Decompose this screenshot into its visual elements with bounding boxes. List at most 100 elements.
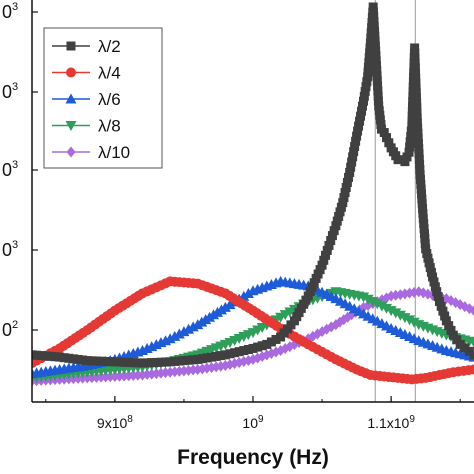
data-point bbox=[334, 211, 344, 221]
data-point bbox=[138, 358, 147, 368]
data-point bbox=[415, 159, 425, 169]
data-point bbox=[400, 157, 410, 167]
data-point bbox=[345, 167, 355, 177]
data-point bbox=[440, 311, 450, 321]
data-point bbox=[375, 115, 385, 125]
data-point bbox=[414, 144, 424, 154]
data-point bbox=[374, 101, 384, 111]
x-tick-label-1: 9x108 bbox=[97, 414, 133, 431]
data-point bbox=[327, 231, 337, 241]
data-point bbox=[356, 111, 366, 121]
data-point bbox=[382, 133, 392, 143]
data-point bbox=[352, 131, 362, 141]
legend-entry-1: λ/2 bbox=[52, 37, 121, 56]
data-point bbox=[161, 357, 171, 367]
data-point bbox=[424, 258, 434, 268]
data-point bbox=[422, 248, 432, 258]
data-point bbox=[50, 352, 60, 362]
data-point bbox=[414, 154, 424, 164]
data-point bbox=[370, 31, 380, 41]
data-point bbox=[361, 82, 371, 92]
data-point bbox=[335, 207, 345, 217]
data-point bbox=[248, 343, 258, 353]
data-point bbox=[329, 226, 339, 236]
legend-label: λ/10 bbox=[98, 143, 130, 162]
data-point bbox=[417, 199, 427, 209]
legend-box bbox=[43, 27, 163, 169]
data-point bbox=[230, 348, 240, 358]
vertical-marker-lines bbox=[374, 0, 416, 402]
legend-marker bbox=[66, 67, 76, 78]
data-point bbox=[419, 229, 429, 239]
data-point bbox=[368, 7, 378, 17]
data-point bbox=[405, 142, 415, 152]
legend-label: λ/8 bbox=[98, 117, 121, 136]
data-point bbox=[372, 71, 382, 81]
data-point bbox=[444, 321, 454, 331]
data-point bbox=[410, 48, 420, 58]
data-point bbox=[363, 72, 373, 82]
data-point bbox=[243, 344, 253, 354]
data-point bbox=[96, 356, 106, 366]
data-point bbox=[410, 53, 420, 63]
data-point bbox=[419, 224, 429, 234]
data-point bbox=[416, 179, 426, 189]
data-point bbox=[133, 358, 143, 368]
data-point bbox=[373, 81, 383, 91]
data-point bbox=[373, 96, 383, 106]
data-point bbox=[216, 351, 226, 361]
data-point bbox=[142, 358, 152, 368]
data-point bbox=[414, 149, 424, 159]
data-point bbox=[347, 157, 357, 167]
data-point bbox=[413, 123, 423, 133]
x-axis-title: Frequency (Hz) bbox=[177, 446, 329, 469]
legend-label: λ/2 bbox=[98, 37, 121, 56]
data-point bbox=[360, 86, 370, 96]
data-point bbox=[421, 244, 431, 254]
data-point bbox=[87, 356, 97, 366]
data-point bbox=[418, 204, 428, 214]
data-point bbox=[412, 118, 422, 128]
data-point bbox=[55, 352, 65, 362]
data-point bbox=[319, 255, 329, 265]
data-point bbox=[415, 175, 425, 185]
data-point bbox=[346, 162, 356, 172]
data-point bbox=[59, 353, 69, 363]
data-point bbox=[469, 364, 474, 375]
data-point bbox=[253, 342, 263, 352]
y-tick-label-2: 03 bbox=[2, 81, 18, 102]
data-point bbox=[404, 147, 414, 157]
data-point bbox=[365, 43, 375, 53]
data-point bbox=[41, 351, 51, 361]
data-point bbox=[368, 2, 378, 12]
data-point bbox=[326, 236, 336, 246]
legend-entry-3: λ/6 bbox=[52, 90, 121, 109]
data-point bbox=[266, 337, 276, 347]
data-point bbox=[407, 121, 417, 131]
data-point bbox=[353, 126, 363, 136]
data-point bbox=[45, 351, 55, 361]
data-point bbox=[193, 354, 203, 364]
data-point bbox=[225, 349, 235, 359]
data-point bbox=[379, 128, 389, 138]
data-point bbox=[384, 138, 394, 148]
data-point bbox=[82, 356, 92, 366]
data-point bbox=[410, 58, 420, 68]
data-point bbox=[202, 353, 212, 363]
legend-entry-2: λ/4 bbox=[52, 64, 121, 83]
data-point bbox=[64, 353, 74, 363]
data-point bbox=[402, 152, 412, 162]
data-point bbox=[448, 330, 458, 340]
data-point bbox=[411, 68, 421, 78]
data-point bbox=[430, 282, 440, 292]
data-point bbox=[441, 316, 451, 326]
data-point bbox=[406, 131, 416, 141]
data-point bbox=[416, 184, 426, 194]
data-point bbox=[372, 76, 382, 86]
data-point bbox=[469, 350, 474, 360]
data-point bbox=[339, 193, 349, 203]
data-point bbox=[372, 66, 382, 76]
data-point bbox=[428, 272, 438, 282]
data-point bbox=[262, 339, 272, 349]
legend-marker bbox=[66, 146, 76, 158]
